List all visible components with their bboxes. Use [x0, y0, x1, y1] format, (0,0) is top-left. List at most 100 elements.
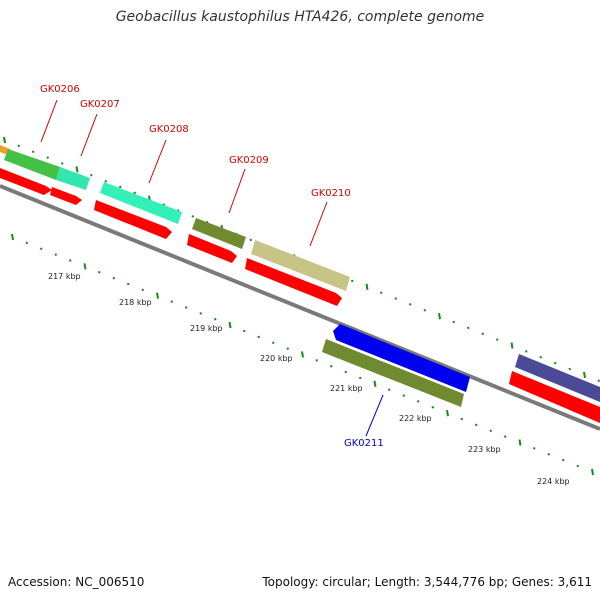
tick-mark — [83, 263, 87, 270]
lower-tick-track — [11, 233, 594, 476]
tick-mark — [394, 297, 397, 300]
tick-mark — [330, 364, 333, 368]
tick-mark — [431, 406, 434, 409]
teal-feature-gk0208 — [100, 182, 182, 224]
tick-mark — [127, 282, 130, 286]
tick-mark — [243, 329, 246, 333]
tick-mark — [351, 279, 354, 283]
tick-mark — [373, 380, 377, 387]
tick-mark — [75, 166, 79, 173]
kbp-labels: 217 kbp 218 kbp 219 kbp 220 kbp 221 kbp … — [48, 272, 570, 486]
tick-mark — [562, 458, 565, 462]
feature-track — [0, 145, 600, 407]
tick-mark — [568, 367, 571, 371]
tick-mark — [228, 321, 232, 329]
gene-label-gk0208: GK0208 — [149, 124, 189, 135]
tick-mark — [597, 379, 600, 383]
teal-feature-gk0207 — [56, 167, 90, 190]
kbp-label-222: 222 kbp — [399, 414, 432, 423]
tick-mark — [533, 447, 536, 450]
map-title: Geobacillus kaustophilus HTA426, complet… — [115, 9, 485, 25]
leader-gk0211 — [365, 394, 384, 437]
green-feature-gk0206 — [4, 149, 60, 180]
tick-mark — [301, 351, 304, 358]
tick-mark — [402, 394, 405, 397]
red-cds-2 — [50, 187, 82, 205]
red-cds-1 — [0, 168, 52, 195]
tick-mark — [141, 288, 144, 292]
kbp-label-221: 221 kbp — [330, 384, 363, 393]
olive-feature-2 — [322, 339, 464, 407]
red-cds-track — [0, 168, 600, 423]
tick-mark — [69, 259, 72, 262]
tick-mark — [496, 338, 499, 341]
tick-mark — [315, 359, 318, 362]
kbp-label-223: 223 kbp — [468, 445, 501, 454]
tick-mark — [380, 291, 383, 294]
tick-mark — [423, 309, 426, 312]
gene-label-gk0210: GK0210 — [311, 188, 351, 199]
leader-gk0209 — [228, 168, 246, 214]
kbp-label-224: 224 kbp — [537, 477, 570, 486]
khaki-feature-gk0210 — [251, 240, 350, 291]
red-cds-3 — [94, 200, 172, 239]
tick-mark — [112, 276, 115, 280]
tick-mark — [133, 191, 136, 195]
red-cds-6 — [509, 371, 600, 423]
tick-mark — [460, 417, 463, 421]
tick-mark — [365, 283, 369, 290]
tick-mark — [214, 317, 217, 321]
tick-mark — [518, 439, 522, 446]
kbp-label-219: 219 kbp — [190, 324, 223, 333]
red-cds-5 — [245, 258, 342, 306]
tick-mark — [286, 347, 289, 350]
tick-mark — [32, 150, 35, 153]
leader-gk0206 — [40, 99, 58, 143]
tick-mark — [583, 371, 586, 379]
tick-mark — [25, 241, 28, 245]
red-cds-4 — [187, 234, 237, 263]
tick-mark — [170, 300, 173, 303]
leader-gk0208 — [148, 139, 167, 184]
tick-mark — [98, 270, 101, 274]
tick-mark — [3, 136, 6, 144]
tick-mark — [17, 144, 20, 148]
tick-mark — [257, 335, 260, 339]
gene-label-gk0206: GK0206 — [40, 84, 80, 95]
tick-mark — [359, 376, 362, 380]
tick-mark — [539, 356, 542, 359]
tick-mark — [40, 247, 43, 250]
gene-label-gk0209: GK0209 — [229, 155, 269, 166]
tick-mark — [156, 292, 159, 299]
tick-mark — [504, 435, 507, 438]
tick-mark — [452, 320, 455, 324]
tick-mark — [489, 429, 492, 433]
kbp-label-218: 218 kbp — [119, 298, 152, 307]
accession-text: Accession: NC_006510 — [8, 575, 145, 589]
tick-mark — [119, 185, 122, 189]
tick-mark — [446, 410, 449, 417]
tick-mark — [191, 215, 194, 218]
tick-mark — [547, 453, 550, 456]
topology-text: Topology: circular; Length: 3,544,776 bp… — [262, 575, 592, 589]
tick-mark — [576, 464, 579, 468]
tick-mark — [591, 468, 594, 476]
tick-mark — [46, 156, 49, 159]
gene-labels: GK0206 GK0207 GK0208 GK0209 GK0210 GK021… — [40, 84, 384, 449]
tick-mark — [11, 233, 14, 241]
tick-mark — [272, 341, 275, 344]
tick-mark — [104, 179, 107, 183]
leader-lines — [40, 99, 384, 437]
tick-mark — [510, 342, 514, 349]
kbp-label-217: 217 kbp — [48, 272, 81, 281]
genome-backbone — [0, 184, 600, 431]
tick-mark — [185, 306, 188, 309]
tick-mark — [90, 173, 93, 177]
tick-mark — [344, 370, 347, 374]
tick-mark — [409, 303, 412, 306]
olive-feature-gk0209 — [192, 218, 246, 249]
tick-mark — [554, 361, 557, 365]
tick-mark — [481, 332, 484, 336]
blue-feature-gk0211 — [333, 324, 470, 392]
